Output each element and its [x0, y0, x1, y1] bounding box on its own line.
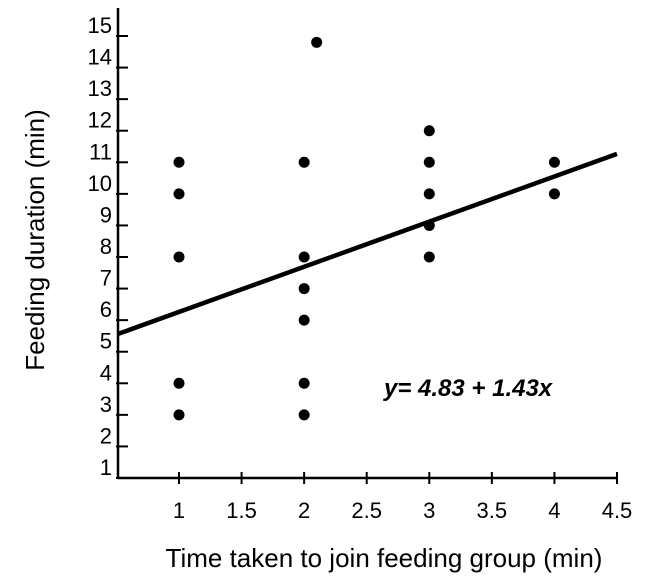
data-point [298, 251, 310, 263]
y-tick-label: 4 [100, 360, 112, 385]
x-tick-label: 2.5 [351, 498, 382, 523]
x-axis-label: Time taken to join feeding group (min) [166, 543, 603, 573]
y-tick-label: 9 [100, 202, 112, 227]
data-point [423, 219, 435, 231]
trendline-group [117, 151, 618, 337]
data-point [173, 409, 185, 421]
data-point [423, 251, 435, 263]
y-tick-label: 10 [88, 171, 112, 196]
x-tick-label: 1 [173, 498, 185, 523]
data-point [298, 156, 310, 168]
y-tick-label: 7 [100, 266, 112, 291]
data-point [423, 188, 435, 200]
y-tick-label: 6 [100, 297, 112, 322]
data-point [173, 377, 185, 389]
data-point [423, 125, 435, 137]
x-tick-label: 2 [298, 498, 310, 523]
y-tick-label: 1 [100, 455, 112, 480]
y-tick-label: 12 [88, 108, 112, 133]
y-tick-label: 11 [89, 139, 112, 164]
x-tick-label: 4.5 [602, 498, 633, 523]
data-point [298, 314, 310, 326]
y-tick-label: 2 [100, 423, 112, 448]
y-tick-label: 13 [88, 76, 112, 101]
data-points [173, 36, 560, 421]
regression-equation: y= 4.83 + 1.43x [383, 375, 554, 402]
data-point [173, 188, 185, 200]
x-tick-label: 3 [423, 498, 435, 523]
x-tick-label: 1.5 [226, 498, 257, 523]
y-axis-label: Feeding duration (min) [20, 109, 50, 371]
data-point [298, 409, 310, 421]
y-tick-label: 15 [88, 13, 112, 38]
x-tick-label: 4 [548, 498, 560, 523]
y-tick-label: 5 [100, 329, 112, 354]
data-point [548, 156, 560, 168]
data-point [423, 156, 435, 168]
data-point [298, 283, 310, 295]
data-point [173, 156, 185, 168]
y-tick-label: 3 [100, 392, 112, 417]
data-point [548, 188, 560, 200]
data-point [298, 377, 310, 389]
trendline [117, 151, 618, 337]
y-tick-label: 8 [100, 234, 112, 259]
x-ticks: 1 1.5 2 2.5 3 3.5 4 4.5 [173, 472, 632, 523]
data-point [311, 36, 323, 48]
y-tick-label: 14 [88, 45, 112, 70]
x-tick-label: 3.5 [477, 498, 508, 523]
data-point [173, 251, 185, 263]
